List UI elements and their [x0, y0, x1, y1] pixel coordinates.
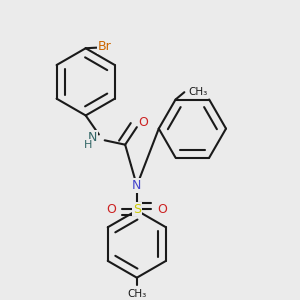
Text: N: N [132, 179, 142, 192]
Text: N: N [88, 131, 98, 144]
Text: O: O [106, 202, 116, 215]
Text: O: O [138, 116, 148, 129]
Text: S: S [133, 202, 141, 215]
Text: Br: Br [98, 40, 111, 53]
Text: H: H [84, 140, 92, 150]
Text: CH₃: CH₃ [189, 87, 208, 97]
Text: O: O [157, 202, 167, 215]
Text: CH₃: CH₃ [127, 290, 146, 299]
